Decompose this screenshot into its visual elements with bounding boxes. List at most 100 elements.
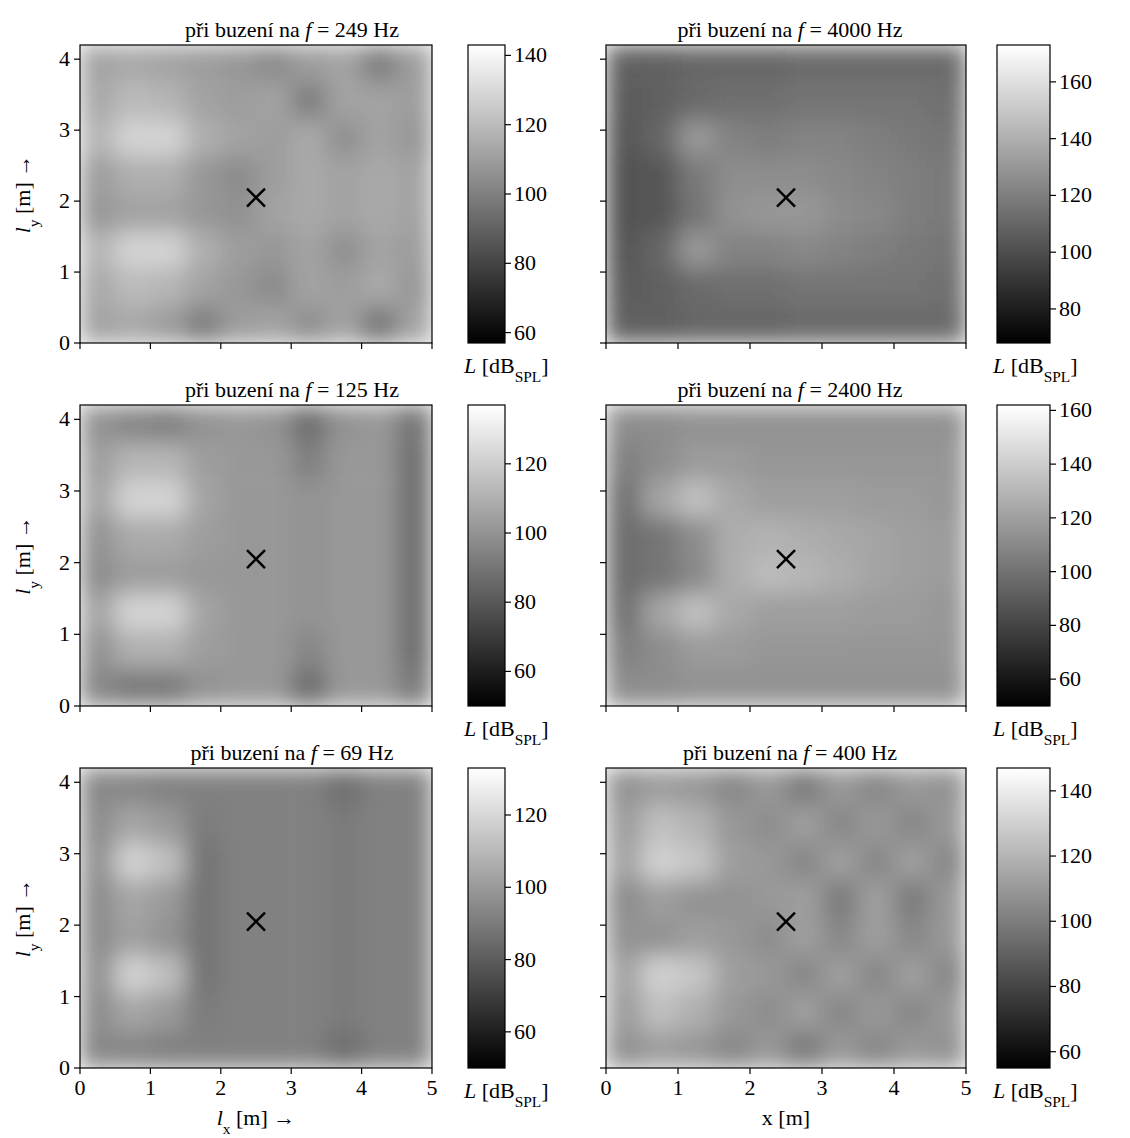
receiver-marker [247,913,265,931]
colorbar-tick [1050,464,1056,465]
y-tick [600,996,606,997]
cell [115,269,151,307]
cell [894,556,931,594]
x-tick [431,343,432,349]
colorbar-tick [505,263,511,264]
cell [80,157,116,195]
cell [256,157,292,195]
x-axis-title: x [m] [762,1105,810,1130]
cell [362,120,398,158]
cell [291,768,327,806]
cell [326,82,362,120]
cell [858,843,895,881]
cell [606,993,643,1031]
cell [858,194,895,232]
text-part: = 249 Hz [311,17,399,42]
cross-stroke [247,550,265,568]
cell [858,631,895,669]
x-tick [965,343,966,349]
cell [397,45,432,83]
cell [80,82,116,120]
colorbar-tick-label: 120 [514,802,547,827]
cell [822,157,859,195]
colorbar-tick [505,193,511,194]
cross-stroke [777,189,795,207]
cell [930,918,966,956]
cell [256,993,292,1031]
cell [894,956,931,994]
text-part: = 2400 Hz [804,377,903,402]
cell [678,993,715,1031]
x-tick-label: 5 [427,1075,438,1100]
colorbar-title: L [dBSPL] [463,716,549,748]
text-part: ] [1070,716,1077,741]
cell [822,631,859,669]
cell [186,157,222,195]
panel-title: při buzení na f = 69 Hz [190,740,393,765]
text-part: [m] → [10,879,35,944]
cell [150,993,186,1031]
y-tick-label: 0 [59,1055,70,1080]
cell [858,405,895,443]
x-tick [893,343,894,349]
heatmap-cells [606,45,966,343]
colorbar-tick-label: 140 [1059,126,1092,151]
cell [858,1031,895,1069]
x-tick [220,343,221,349]
cell [362,45,398,83]
cell [678,518,715,556]
colorbar-tick-label: 100 [1059,559,1092,584]
cell [786,120,823,158]
cell [750,231,787,269]
cross-stroke [777,189,795,207]
cell [150,768,186,806]
cell [642,120,679,158]
cell [115,593,151,631]
cell [786,918,823,956]
cell [786,593,823,631]
cell [186,443,222,481]
colorbar-tick [505,332,511,333]
y-tick [74,925,80,926]
cell [221,1031,257,1069]
cell [150,518,186,556]
colorbar-tick [1050,252,1056,253]
cell [80,306,116,343]
colorbar-title: L [dBSPL] [992,1078,1078,1110]
y-tick-label: 4 [59,406,70,431]
cell [362,918,398,956]
cell [678,1031,715,1069]
cross-stroke [247,550,265,568]
cell [80,668,116,706]
cell [930,45,966,83]
cell [291,918,327,956]
cell [397,82,432,120]
cell [678,918,715,956]
colorbar-tick-label: 100 [514,874,547,899]
cell [714,1031,751,1069]
cell [750,668,787,706]
cell [606,806,643,844]
colorbar-tick-label: 120 [1059,182,1092,207]
plot-area [80,768,432,1068]
panel: při buzení na f = 2400 Hz608010012014016… [600,377,1092,748]
colorbar-tick-label: 120 [514,112,547,137]
cell [750,405,787,443]
colorbar [468,768,505,1068]
colorbar-tick-label: 80 [514,947,536,972]
cell [678,194,715,232]
cell [930,806,966,844]
y-axis-title: ly [m] → [10,155,42,234]
cell [858,120,895,158]
x-tick [749,706,750,712]
cell [362,306,398,343]
cell [115,918,151,956]
y-tick [600,490,606,491]
cell [606,843,643,881]
cell [362,518,398,556]
colorbar-tick-label: 60 [1059,666,1081,691]
x-tick [291,1068,292,1074]
cell [678,82,715,120]
x-tick [821,1068,822,1074]
cell [326,269,362,307]
